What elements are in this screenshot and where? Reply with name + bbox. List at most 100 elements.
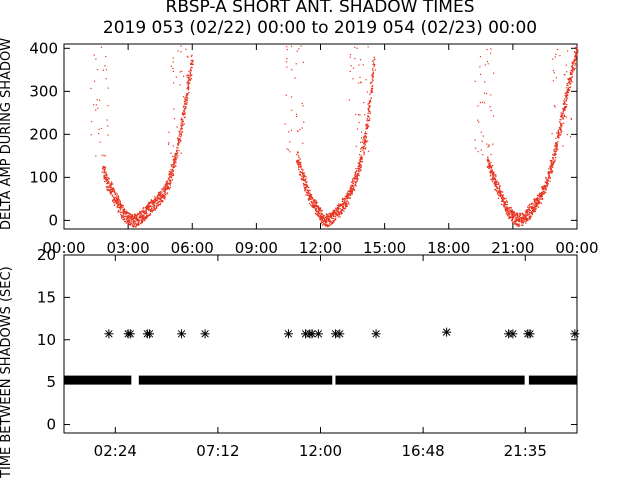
data-point — [552, 162, 555, 165]
data-point — [184, 102, 186, 105]
data-point — [522, 212, 524, 214]
data-point — [317, 213, 319, 215]
data-point — [128, 223, 130, 226]
data-point — [180, 131, 183, 133]
data-point — [531, 207, 533, 210]
data-point — [369, 112, 371, 115]
data-point — [154, 204, 156, 206]
data-point — [518, 220, 521, 222]
data-point — [160, 200, 162, 203]
data-point — [140, 216, 142, 219]
data-point — [164, 186, 166, 188]
data-point — [498, 189, 501, 191]
data-point — [158, 203, 160, 206]
data-point — [301, 102, 303, 105]
data-point — [329, 212, 331, 214]
data-point — [491, 180, 493, 183]
data-point — [500, 190, 502, 192]
data-point — [367, 112, 369, 114]
data-point — [528, 207, 530, 209]
data-point — [173, 118, 176, 120]
data-point — [154, 209, 156, 211]
data-point — [487, 161, 489, 163]
data-point — [573, 56, 576, 58]
data-point — [320, 218, 322, 221]
data-point — [348, 194, 350, 196]
data-point — [488, 163, 490, 165]
data-point — [183, 103, 186, 105]
data-point — [117, 196, 119, 198]
data-point — [524, 213, 527, 215]
data-point — [302, 173, 304, 176]
data-point — [135, 222, 137, 224]
data-point — [540, 196, 543, 198]
data-point — [570, 78, 572, 81]
data-point — [167, 143, 170, 145]
data-point — [358, 169, 360, 171]
data-point — [498, 187, 501, 190]
data-point — [165, 188, 167, 190]
data-point — [332, 209, 334, 212]
data-point — [568, 86, 570, 89]
data-point — [511, 218, 514, 221]
data-point — [357, 114, 360, 116]
data-point — [167, 186, 169, 188]
data-point — [188, 76, 190, 79]
data-point — [179, 137, 181, 140]
data-point — [101, 168, 104, 170]
data-point — [522, 222, 524, 224]
data-point — [303, 121, 305, 123]
data-point — [300, 167, 302, 169]
data-point — [560, 127, 562, 129]
star-point — [104, 329, 114, 339]
data-point — [286, 148, 288, 150]
data-point — [533, 201, 536, 203]
data-point — [108, 189, 110, 191]
data-point — [104, 166, 106, 168]
data-point — [563, 108, 565, 110]
data-point — [117, 206, 119, 209]
data-point — [170, 65, 172, 67]
data-point — [558, 133, 560, 136]
data-point — [142, 210, 144, 213]
data-point — [490, 153, 492, 156]
data-point — [180, 51, 182, 53]
data-point — [188, 78, 190, 80]
data-point — [519, 217, 522, 219]
data-point — [560, 115, 562, 118]
bottom-y-axis-label: TIME BETWEEN SHADOWS (SEC) — [0, 266, 14, 479]
data-point — [496, 189, 498, 191]
data-point — [360, 155, 362, 157]
data-point — [526, 217, 528, 220]
data-point — [302, 177, 304, 179]
data-point — [303, 175, 305, 177]
data-point — [540, 202, 542, 205]
data-point — [345, 195, 348, 197]
data-point — [301, 175, 303, 177]
data-point — [331, 213, 333, 215]
data-point — [124, 209, 126, 211]
data-point — [525, 220, 527, 223]
data-point — [317, 214, 320, 217]
data-point — [106, 188, 108, 191]
data-point — [315, 201, 317, 203]
data-point — [572, 63, 574, 65]
data-point — [532, 208, 535, 211]
data-point — [186, 102, 188, 104]
data-point — [572, 68, 574, 70]
data-point — [169, 186, 171, 189]
data-point — [347, 193, 349, 195]
data-point — [566, 82, 568, 85]
data-point — [344, 208, 346, 210]
data-point — [105, 178, 108, 181]
data-point — [163, 187, 165, 190]
data-point — [504, 208, 506, 210]
data-point — [544, 188, 546, 191]
data-point — [365, 136, 367, 138]
data-point — [301, 171, 303, 174]
data-point — [299, 162, 301, 164]
data-point — [532, 210, 534, 213]
data-point — [127, 216, 129, 218]
data-point — [356, 179, 359, 181]
data-point — [325, 213, 328, 215]
